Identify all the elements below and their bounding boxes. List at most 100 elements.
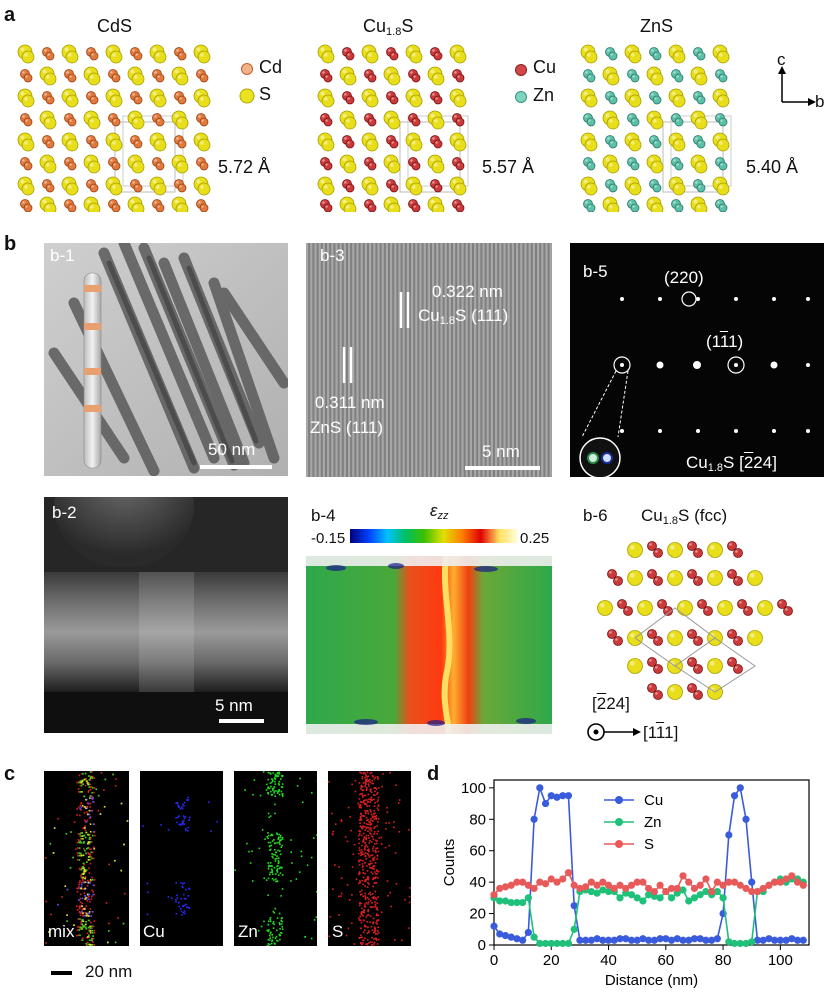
eds-pixel [267, 930, 269, 932]
eds-pixel [272, 772, 274, 774]
eds-pixel [365, 803, 367, 805]
c-scale-bar [51, 971, 72, 975]
eds-map-zn [234, 771, 317, 946]
cation-atom-highlight [25, 119, 27, 121]
cation-atom-highlight [388, 137, 391, 140]
eds-pixel [87, 843, 89, 845]
sulfur-atom-highlight [671, 91, 675, 95]
eds-pixel [376, 840, 378, 842]
fcc-copper-highlight [729, 659, 732, 662]
eds-pixel [115, 785, 117, 787]
data-point-cu [519, 937, 526, 944]
eds-pixel [273, 912, 275, 914]
fcc-copper-highlight [615, 578, 618, 581]
eds-pixel [87, 820, 89, 822]
eds-pixel [187, 830, 189, 832]
eds-pixel [376, 815, 378, 817]
sulfur-atom [388, 73, 400, 85]
diffraction-spot [734, 429, 738, 433]
cation-atom-highlight [201, 163, 203, 165]
b3-marker-zn [342, 347, 354, 385]
cu18s-title: Cu1.8S [363, 16, 413, 38]
eds-pixel [91, 810, 93, 812]
eds-pixel [368, 827, 370, 829]
cation-atom [587, 162, 595, 170]
eds-pixel [361, 802, 363, 804]
cation-atom-highlight [91, 53, 93, 55]
eds-pixel [360, 816, 362, 818]
sulfur-atom-highlight [134, 75, 138, 79]
cation-atom-highlight [413, 163, 415, 165]
diffraction-spot [696, 429, 700, 433]
eds-pixel [93, 938, 95, 940]
cation-atom-highlight [44, 93, 47, 96]
eds-pixel [80, 898, 82, 900]
y-tick-label: 60 [469, 843, 486, 860]
sulfur-atom [322, 139, 334, 151]
eds-pixel [371, 823, 373, 825]
eds-pixel [352, 866, 354, 868]
eds-pixel [371, 902, 373, 904]
cation-atom-highlight [366, 159, 369, 162]
eds-pixel [372, 783, 374, 785]
eds-pixel [331, 813, 333, 815]
eds-pixel [368, 821, 370, 823]
eds-pixel [377, 778, 379, 780]
sulfur-atom-highlight [46, 163, 50, 167]
eds-pixel [100, 813, 102, 815]
sulfur-atom-highlight [605, 113, 609, 117]
eds-pixel [282, 776, 284, 778]
eds-pixel [88, 791, 90, 793]
fcc-sulfur [758, 601, 773, 616]
eds-pixel [369, 779, 371, 781]
central-spot [693, 361, 701, 369]
fcc-sulfur [668, 543, 683, 558]
eds-pixel [281, 918, 283, 920]
eds-pixel [270, 791, 272, 793]
eds-pixel [366, 858, 368, 860]
fringe [386, 243, 388, 477]
eds-pixel [91, 771, 93, 773]
fringe [457, 243, 459, 477]
cation-atom-highlight [369, 119, 371, 121]
sulfur-atom-highlight [112, 97, 116, 101]
eds-pixel [121, 803, 123, 805]
cation-atom-highlight [435, 141, 437, 143]
fcc-copper-highlight [615, 638, 618, 641]
eds-pixel [147, 892, 149, 894]
eds-pixel [367, 932, 369, 934]
cation-atom-highlight [585, 201, 588, 204]
eds-pixel [290, 839, 292, 841]
eds-pixel [332, 834, 334, 836]
sulfur-atom-highlight [697, 205, 701, 209]
fringe [382, 243, 384, 477]
fcc-copper-highlight [689, 685, 692, 688]
cation-atom-highlight [176, 49, 179, 52]
eds-pixel [307, 864, 309, 866]
cation-atom [90, 140, 98, 148]
sulfur-atom-highlight [346, 119, 350, 123]
eds-pixel [246, 843, 248, 845]
eds-pixel [185, 898, 187, 900]
eds-pixel [358, 853, 360, 855]
sulfur-atom [432, 161, 444, 173]
eds-pixel [79, 912, 81, 914]
eds-pixel [82, 835, 84, 837]
fcc-copper-highlight [649, 685, 652, 688]
cation-atom-highlight [588, 205, 590, 207]
x-tick-label: 20 [543, 952, 560, 969]
cation-atom [697, 52, 705, 60]
sulfur-atom [585, 51, 597, 63]
eds-pixel [375, 897, 377, 899]
cation-atom-highlight [69, 205, 71, 207]
fcc-copper-highlight [729, 543, 732, 546]
eds-pixel [277, 917, 279, 919]
eds-pixel [266, 784, 268, 786]
cation-atom [368, 204, 376, 212]
sulfur-atom-highlight [390, 119, 394, 123]
fringe [310, 243, 312, 477]
eds-pixel [268, 865, 270, 867]
sulfur-atom-highlight [587, 185, 591, 189]
eds-pixel [369, 941, 371, 943]
fringe [449, 243, 451, 477]
